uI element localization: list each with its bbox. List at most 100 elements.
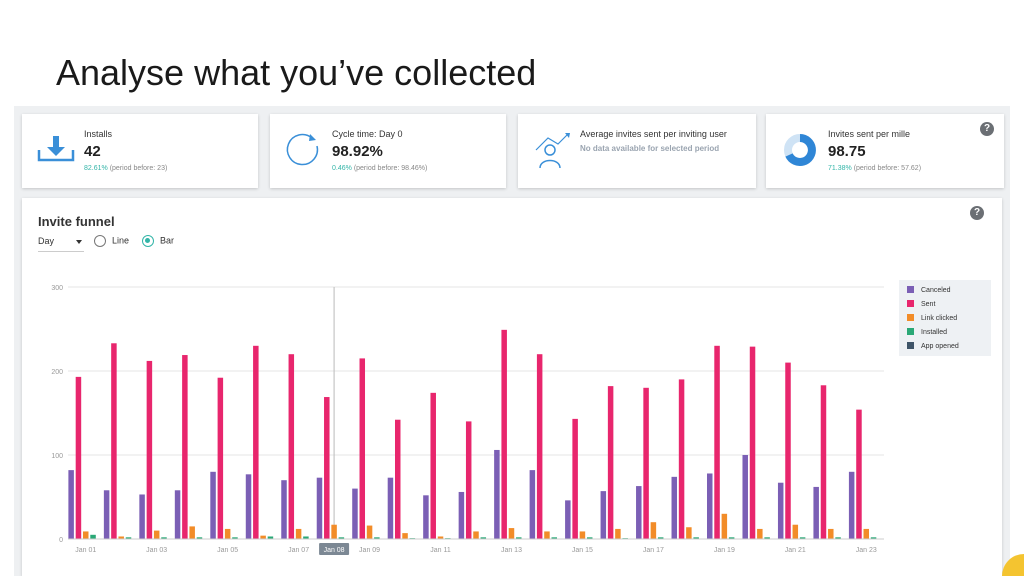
bar-canceled: [316, 477, 323, 539]
bar-sent: [75, 376, 82, 539]
bar-canceled: [174, 490, 181, 539]
radio-circle-icon: [94, 235, 106, 247]
bar-sent: [465, 421, 472, 539]
donut-icon: [784, 134, 816, 166]
bar-canceled: [565, 500, 571, 539]
bar-sent: [607, 386, 614, 539]
bar-sent: [678, 379, 685, 539]
radio-circle-icon: [142, 235, 154, 247]
period-select-value: Day: [38, 236, 55, 246]
legend-swatch: [907, 342, 914, 349]
bar-link-clicked: [473, 531, 479, 539]
bar-installed: [267, 536, 274, 539]
bar-link-clicked: [508, 528, 515, 539]
card-label: Cycle time: Day 0: [332, 129, 403, 139]
bar-canceled: [387, 477, 394, 539]
bar-link-clicked: [402, 533, 408, 539]
help-icon[interactable]: ?: [970, 206, 984, 220]
x-tick-label: Jan 01: [75, 547, 96, 554]
legend-item[interactable]: Canceled: [907, 286, 951, 294]
bar-canceled: [636, 486, 642, 539]
bar-canceled: [423, 495, 429, 539]
bar-installed: [728, 537, 735, 539]
bar-installed: [232, 537, 238, 539]
bar-sent: [820, 385, 827, 539]
period-select[interactable]: Day: [38, 236, 84, 252]
chart-title: Invite funnel: [38, 214, 115, 229]
bar-installed: [586, 537, 593, 539]
card-period-before: (period before: 23): [109, 165, 168, 172]
bar-link-clicked: [863, 528, 870, 539]
legend-label: App opened: [921, 343, 959, 350]
slide-title: Analyse what you’ve collected: [56, 52, 537, 93]
card-change: 71.38% (period before: 57.62): [828, 165, 921, 172]
x-tick-label: Jan 17: [643, 547, 664, 554]
bar-sent: [572, 418, 578, 539]
bar-canceled: [777, 482, 784, 539]
bar-chart: 0 100 200 300 Jan 01 Jan 03 Jan 05 Jan 07 Jan 08…: [51, 285, 884, 555]
bar-sent: [643, 387, 649, 539]
x-tick-label: Jan 19: [714, 547, 735, 554]
bar-installed: [693, 537, 699, 539]
bar-link-clicked: [366, 525, 373, 539]
legend-item[interactable]: Sent: [907, 300, 935, 308]
x-tick-label: Jan 15: [572, 547, 593, 554]
x-tick-label: Jan 21: [785, 547, 806, 554]
x-tick-label: Jan 11: [430, 547, 451, 554]
bar-link-clicked: [82, 531, 89, 539]
bar-link-clicked: [224, 528, 231, 539]
legend-label: Sent: [921, 301, 936, 308]
legend-swatch: [907, 300, 914, 307]
download-icon: [37, 136, 75, 162]
bar-sent: [501, 329, 507, 539]
legend-swatch: [907, 286, 914, 293]
legend-item[interactable]: Link clicked: [907, 314, 957, 322]
bar-link-clicked: [437, 536, 444, 539]
x-tick-label: Jan 23: [856, 547, 877, 554]
bar-canceled: [742, 455, 748, 539]
bar-installed: [799, 537, 806, 539]
radio-line-label: Line: [112, 235, 130, 246]
card-value: 42: [84, 143, 101, 160]
bar-canceled: [600, 491, 607, 539]
bar-canceled: [352, 488, 358, 539]
y-tick-label: 0: [59, 537, 63, 544]
bar-installed: [338, 537, 345, 539]
legend-item[interactable]: App opened: [907, 342, 959, 350]
bar-link-clicked: [544, 531, 550, 539]
bar-installed: [374, 537, 380, 539]
hover-tick-highlight: [319, 543, 350, 555]
chevron-down-icon: [76, 240, 82, 244]
x-tick-label: Jan 07: [288, 547, 309, 554]
bar-sent: [856, 409, 862, 539]
bar-link-clicked: [686, 527, 692, 539]
legend-item[interactable]: Installed: [907, 328, 947, 336]
installs-card: Installs 42 82.61% (period before: 23): [22, 114, 258, 188]
bar-sent: [359, 358, 366, 539]
bar-link-clicked: [189, 526, 195, 539]
legend-label: Link clicked: [921, 315, 958, 322]
help-icon[interactable]: ?: [980, 122, 994, 136]
radio-bar[interactable]: Bar: [142, 235, 174, 247]
bar-link-clicked: [757, 528, 763, 539]
bar-canceled: [245, 474, 252, 539]
legend-label: Canceled: [921, 287, 951, 294]
bar-link-clicked: [615, 528, 621, 539]
bar-sent: [288, 354, 295, 539]
card-period-before: (period before: 98.46%): [353, 165, 428, 172]
x-tick-label: Jan 05: [217, 547, 238, 554]
y-tick-label: 300: [51, 285, 63, 292]
card-change-pct: 82.61%: [84, 165, 108, 172]
card-label: Average invites sent per inviting user: [580, 129, 727, 139]
bar-sent: [146, 360, 153, 539]
bar-sent: [253, 345, 259, 539]
bar-sent: [111, 343, 117, 539]
bar-canceled: [529, 470, 536, 539]
legend-label: Installed: [921, 329, 948, 336]
bar-link-clicked: [579, 531, 586, 539]
bar-canceled: [281, 480, 287, 539]
x-tick-label: Jan 08: [324, 547, 345, 554]
radio-line[interactable]: Line: [94, 235, 129, 247]
y-tick-label: 100: [51, 453, 63, 460]
card-label: Installs: [84, 129, 113, 139]
